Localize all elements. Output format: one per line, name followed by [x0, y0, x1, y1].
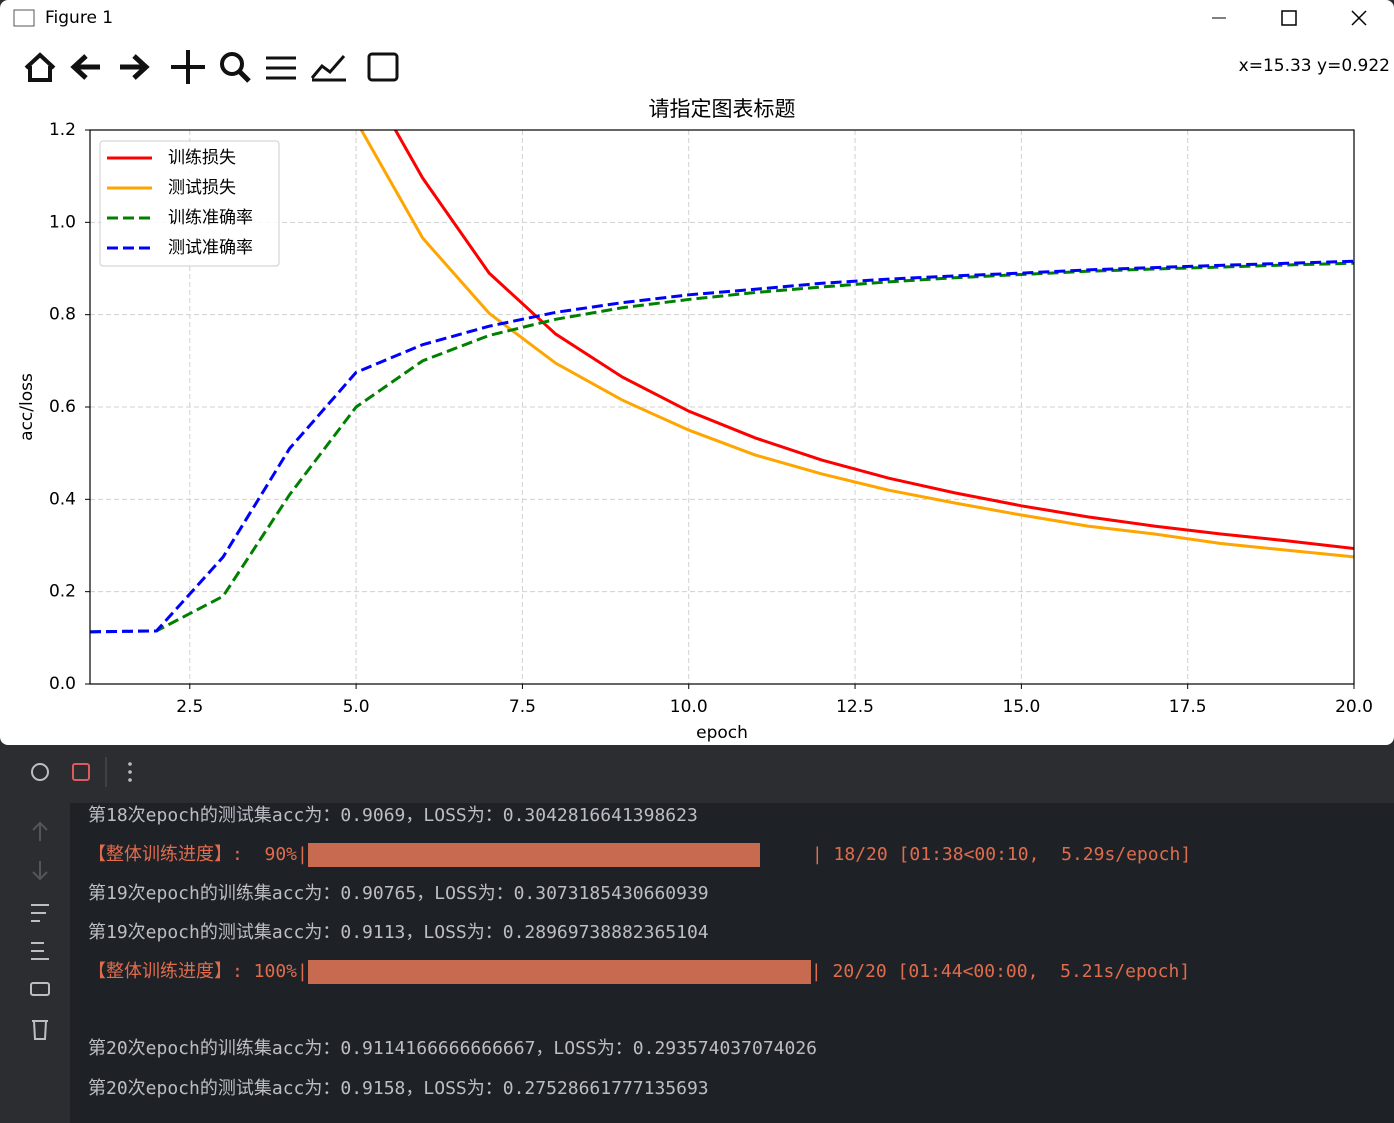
maximize[interactable]	[1281, 10, 1297, 26]
series-line	[359, 130, 1354, 559]
console-text: | 20/20 [01:44<00:00, 5.21s/epoch]	[810, 961, 1191, 982]
console-line: 第18次epoch的测试集acc为：0.9069，LOSS为：0.3042816…	[88, 801, 698, 827]
chart-title: 请指定图表标题	[649, 97, 796, 121]
app-icon	[13, 9, 35, 27]
console-text: 第20次epoch的训练集acc为：0.9114166666666667，LOS…	[88, 1038, 818, 1059]
progress-line: 【整体训练进度】: 100%| | 20/20 [01:44<00:00, 5.2…	[88, 957, 1190, 984]
y-tick-label: 0.8	[49, 305, 76, 325]
y-axis-label: acc/loss	[17, 373, 37, 441]
console-text: 第20次epoch的测试集acc为：0.9158，LOSS为：0.2752866…	[88, 1078, 709, 1099]
console: 第18次epoch的测试集acc为：0.9069，LOSS为：0.3042816…	[0, 745, 1394, 1123]
progress-bar	[307, 843, 760, 867]
console-text: 【整体训练进度】: 100%|	[88, 961, 308, 982]
gutter-icons	[30, 821, 50, 1040]
menu-dot[interactable]	[128, 770, 132, 774]
menu-dot[interactable]	[128, 762, 132, 766]
chart: 请指定图表标题 epoch acc/loss 0.0 0.2 0.4 0.6 0.8 1.…	[17, 97, 1373, 743]
console-line: 第20次epoch的训练集acc为：0.9114166666666667，LOS…	[88, 1034, 817, 1060]
progress-bar	[307, 960, 811, 984]
console-gutter	[0, 803, 70, 1123]
console-text: | 18/20 [01:38<00:10, 5.29s/epoch]	[811, 844, 1192, 865]
forward-button[interactable]	[120, 54, 150, 80]
console-text: 第19次epoch的训练集acc为：0.90765，LOSS为：0.307318…	[88, 883, 709, 904]
series-line	[90, 261, 1354, 634]
window-bg	[0, 0, 1394, 745]
x-tick-label: 20.0	[1335, 697, 1373, 717]
series-line	[393, 130, 1354, 550]
x-tick-label: 15.0	[1002, 697, 1040, 717]
y-tick-label: 0.2	[49, 582, 76, 602]
y-tick-label: 1.2	[49, 120, 76, 140]
x-tick-label: 12.5	[836, 697, 874, 717]
x-tick-label: 5.0	[343, 697, 370, 717]
zoom-button[interactable]	[220, 52, 244, 76]
y-tick-label: 0.0	[49, 674, 76, 694]
stop-button[interactable]	[72, 763, 90, 781]
y-tick-label: 0.4	[49, 489, 76, 509]
save-button[interactable]	[367, 52, 399, 82]
console-line: 第19次epoch的训练集acc为：0.90765，LOSS为：0.307318…	[88, 879, 709, 905]
wrap-button[interactable]	[31, 904, 49, 922]
x-tick-label: 7.5	[509, 697, 536, 717]
console-text: 【整体训练进度】: 90%|	[88, 844, 308, 865]
zoom-handle	[237, 69, 251, 83]
legend-label: 测试损失	[168, 178, 236, 198]
coordinates: x=15.33 y=0.922	[1239, 56, 1390, 76]
up-button[interactable]	[32, 821, 48, 841]
y-tick-label: 1.0	[49, 212, 76, 232]
toolbar	[24, 50, 399, 84]
console-toolbar	[31, 757, 132, 787]
console-text: 第19次epoch的测试集acc为：0.9113，LOSS为：0.2896973…	[88, 922, 709, 943]
window-title: Figure 1	[45, 8, 113, 28]
down-button[interactable]	[32, 861, 48, 881]
clear-button[interactable]	[32, 1020, 48, 1040]
console-output: 第18次epoch的测试集acc为：0.9069，LOSS为：0.3042816…	[70, 803, 1394, 1123]
console-line: 第19次epoch的测试集acc为：0.9113，LOSS为：0.2896973…	[88, 918, 709, 944]
x-tick-label: 17.5	[1169, 697, 1207, 717]
progress-line: 【整体训练进度】: 90%| | 18/20 [01:38<00:10, 5.29…	[88, 840, 1191, 867]
series-line	[90, 259, 1354, 634]
print-button[interactable]	[30, 982, 50, 996]
back-button[interactable]	[70, 54, 100, 80]
axes-button[interactable]	[310, 55, 346, 82]
legend-label: 训练准确率	[168, 208, 253, 228]
close[interactable]	[1351, 10, 1367, 26]
plot-frame	[89, 129, 1355, 685]
subplots-button[interactable]	[266, 56, 296, 80]
menu-dot[interactable]	[128, 778, 132, 782]
legend-label: 测试准确率	[168, 238, 253, 258]
pan-button[interactable]	[171, 50, 205, 84]
figure-window: Figure 1 x=15.33 y=0.922 请指定图表标题 epoch a…	[0, 0, 1394, 745]
legend-box	[99, 140, 280, 267]
legend-label: 训练损失	[168, 148, 236, 168]
scroll-end-button[interactable]	[31, 942, 49, 960]
rerun-button[interactable]	[31, 763, 49, 781]
console-text: 第18次epoch的测试集acc为：0.9069，LOSS为：0.3042816…	[88, 805, 698, 826]
x-axis-label: epoch	[696, 723, 748, 743]
console-line: 第20次epoch的测试集acc为：0.9158，LOSS为：0.2752866…	[88, 1074, 709, 1100]
x-tick-label: 10.0	[670, 697, 708, 717]
x-tick-label: 2.5	[176, 697, 203, 717]
home-button[interactable]	[24, 52, 56, 82]
y-tick-label: 0.6	[49, 397, 76, 417]
